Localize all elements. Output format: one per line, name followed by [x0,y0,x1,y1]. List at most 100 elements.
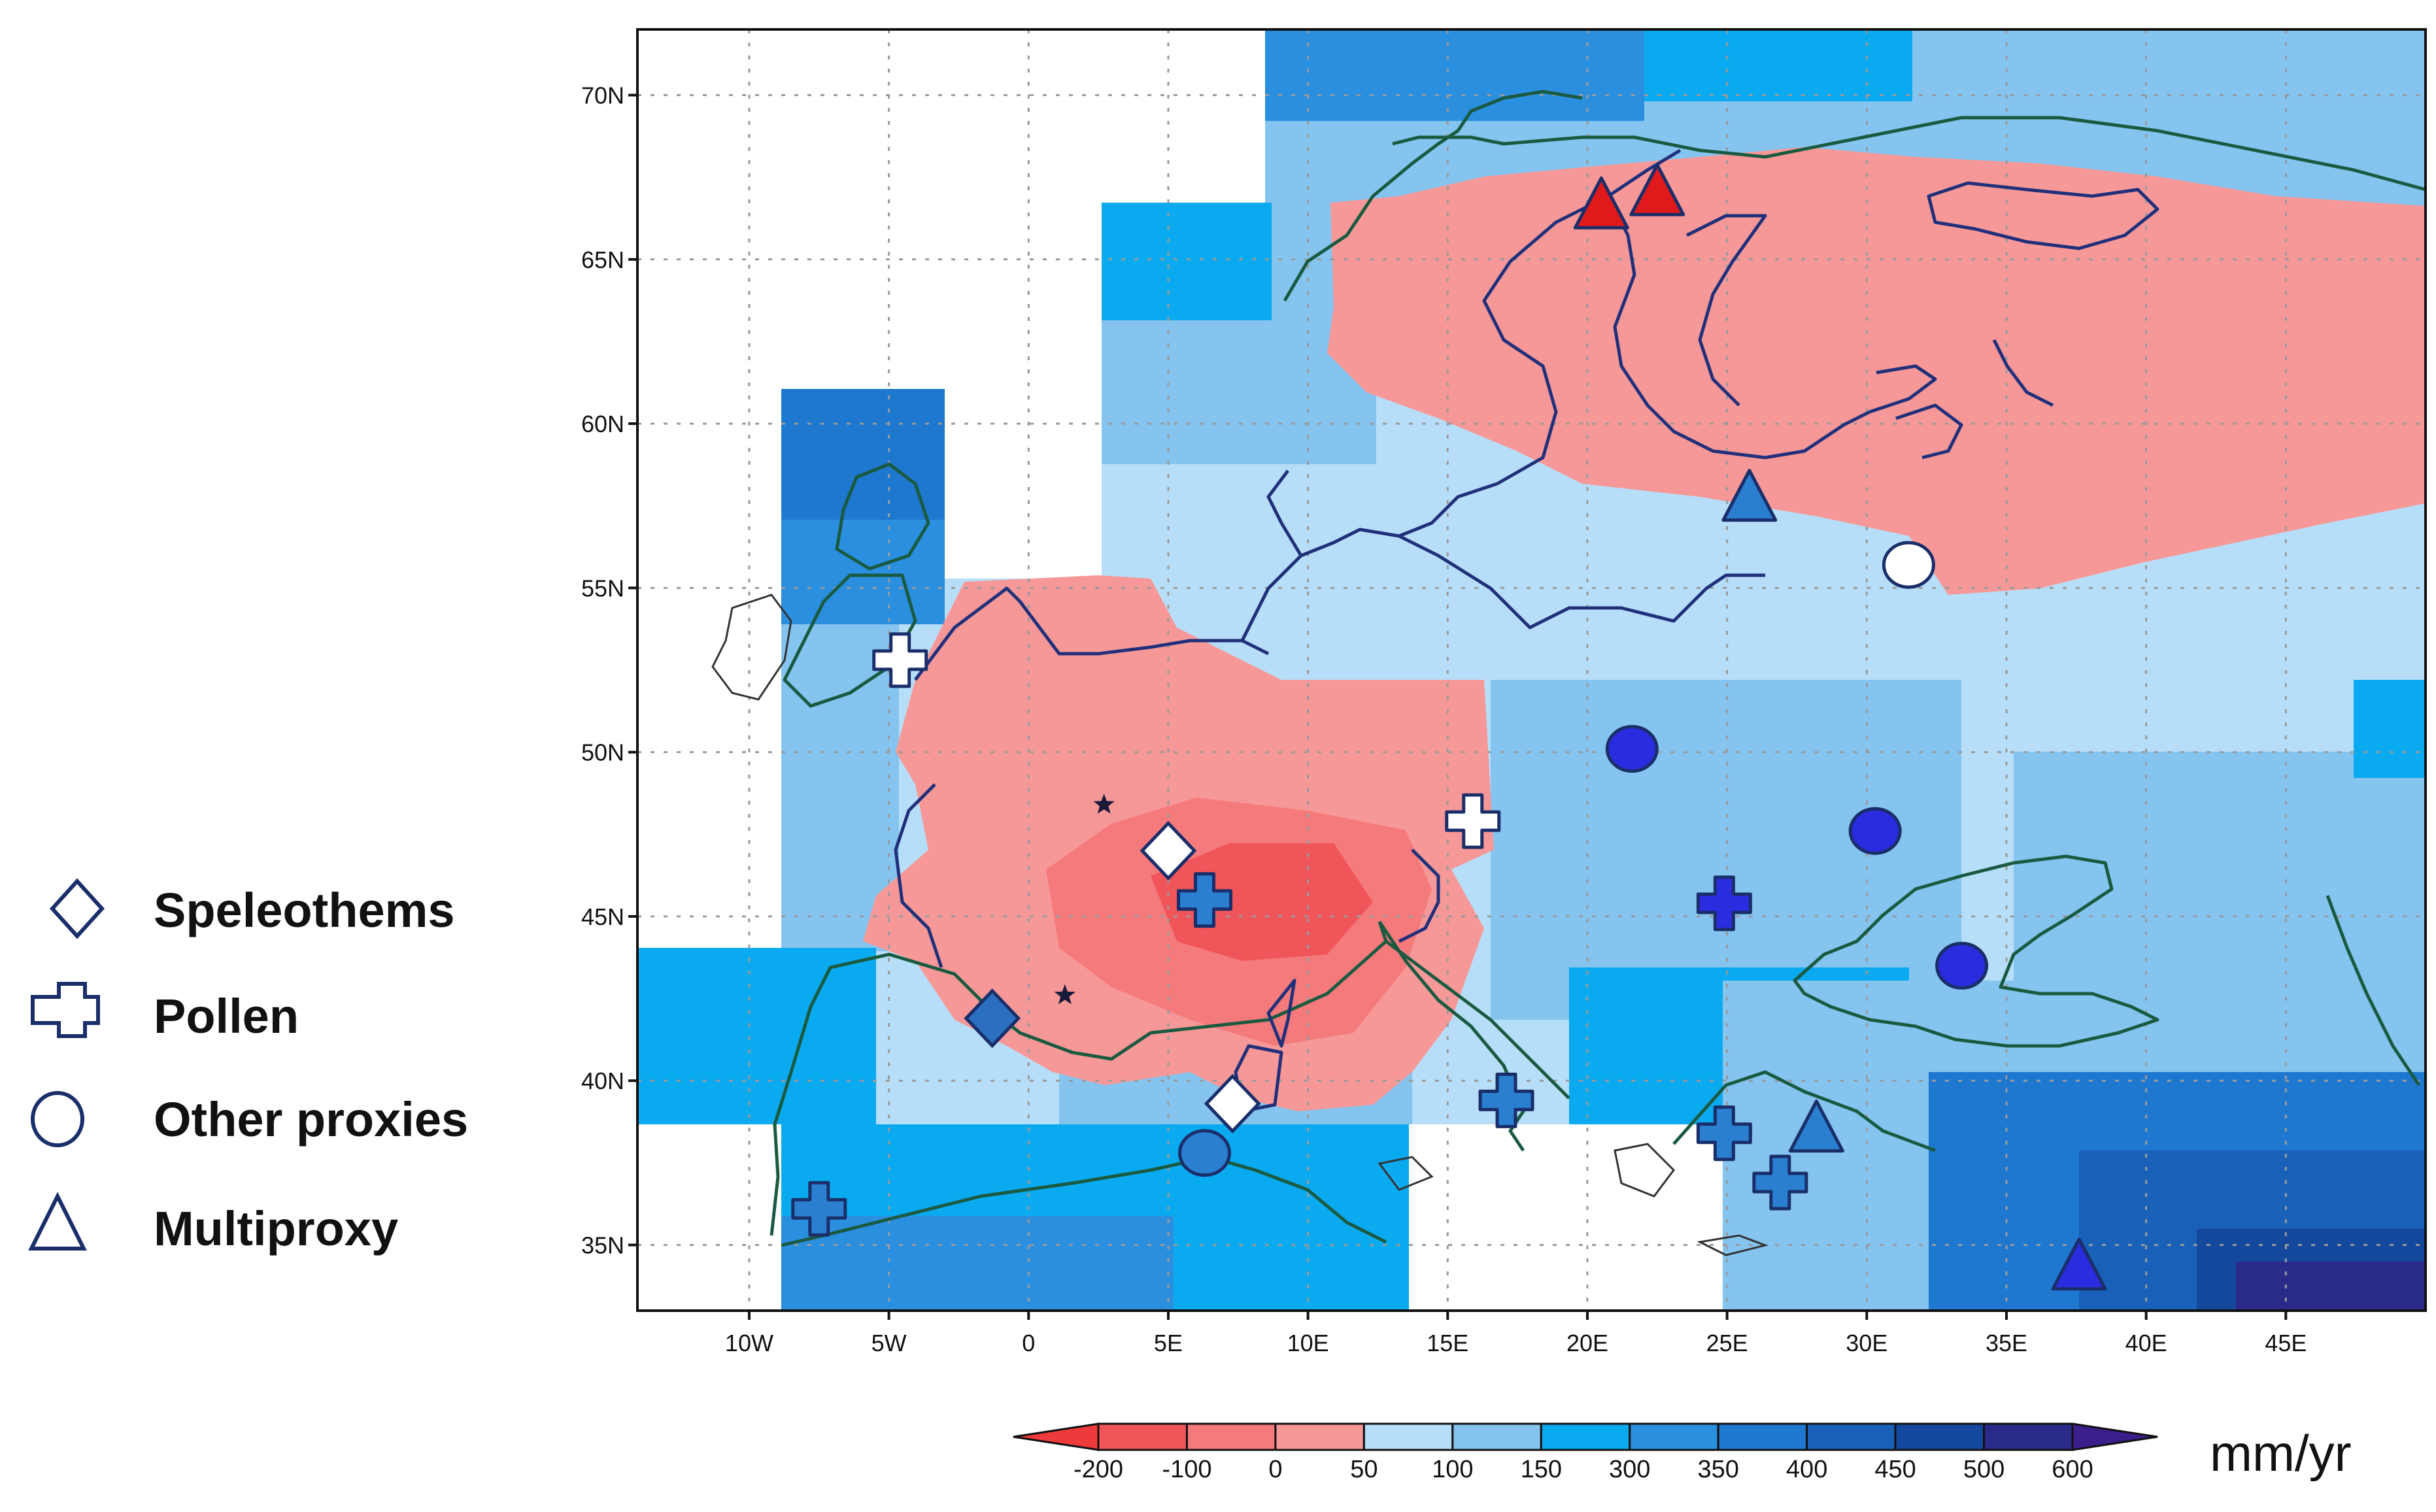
sardinia [1234,1044,1283,1113]
star-marker [1093,794,1115,814]
border-jutland [1266,469,1303,557]
border-inland-east [1992,339,2054,407]
lat-tick-label: 60N [581,411,624,437]
border-white-sea [1927,181,2159,250]
colorbar-segment [1451,1422,1542,1451]
border-channel-coast [914,586,1270,681]
colorbar-tick-label: 0 [1268,1456,1282,1483]
pollen-site-marker [1445,793,1501,849]
speleothem-site-marker [1140,820,1197,881]
lat-tick-label: 70N [581,82,624,109]
pollen-site-marker [1478,1072,1534,1128]
colorbar-segment [1806,1422,1897,1451]
coast-north-africa [781,1155,1387,1247]
colorbar-tick-label: 600 [2052,1456,2093,1483]
ireland-outline [711,594,792,701]
longitude-labels: 10W 5W 0 5E 10E 15E 20E 25E 30E 35E 40E 45E [725,1311,2307,1356]
pollen-site-marker [1696,875,1752,932]
latitude-labels: 70N 65N 60N 55N 50N 45N 40N 35N [581,82,637,1258]
pollen-site-marker [1752,1154,1808,1211]
multiproxy-site-marker [1629,163,1685,216]
legend-circle-icon [31,1091,84,1147]
border-finland-inner [1685,214,1767,407]
colorbar-tick-label: 500 [1963,1456,2005,1483]
lat-tick-label: 65N [581,246,624,273]
lon-tick-label: 10E [1287,1330,1329,1356]
lon-tick-label: 0 [1022,1330,1035,1356]
lat-tick-label: 35N [581,1232,624,1258]
star-marker [1054,984,1075,1005]
colorbar-segment [1983,1422,2074,1451]
colorbar-segment [1717,1422,1808,1451]
coast-aegean [1672,1070,1936,1152]
lat-tick-label: 55N [581,575,624,601]
corsica [1266,979,1296,1048]
legend-triangle-icon [28,1192,87,1251]
greece-outline [1614,1143,1675,1198]
lon-tick-label: 35E [1986,1330,2027,1356]
border-gulf-bothnia [1606,195,1871,460]
colorbar-tick-label: 100 [1432,1456,1473,1483]
lon-tick-label: 40E [2125,1330,2167,1356]
legend: Speleothems Pollen Other proxies Multipr… [28,878,468,1256]
lon-tick-label: 20E [1566,1330,1608,1356]
coast-black-sea [1793,854,2159,1048]
sicily-outline [1378,1156,1434,1191]
legend-diamond-icon [49,878,105,939]
outline-features [711,594,1769,1256]
colorbar-tick-label: -200 [1074,1456,1123,1483]
lon-tick-label: 5W [871,1330,907,1356]
lon-tick-label: 10W [725,1330,773,1356]
legend-cross-icon [31,982,100,1038]
multiproxy-site-marker [2051,1237,2107,1291]
lon-tick-label: 30E [1846,1330,1887,1356]
lat-tick-label: 45N [581,903,624,930]
colorbar-tick-label: 300 [1609,1456,1650,1483]
lake-ladoga [1869,364,1937,414]
border-alps-italy [1398,848,1440,943]
pollen-site-marker [1177,872,1233,928]
colorbar-unit: mm/yr [2210,1424,2352,1482]
legend-label-pollen: Pollen [154,989,299,1043]
legend-label-other-proxies: Other proxies [154,1092,468,1147]
colorbar-segment [1097,1422,1188,1451]
colorbar-tick-label: 450 [1874,1456,1916,1483]
colorbar-high-arrow [2071,1422,2158,1451]
lon-tick-label: 25E [1706,1330,1748,1356]
map-panel [637,29,2426,1311]
multiproxy-site-marker [1788,1100,1844,1153]
colorbar-tick-label: 50 [1350,1456,1378,1483]
other-proxy-site-marker [1605,725,1659,773]
multiproxy-site-marker [1721,469,1778,522]
legend-label-multiproxy: Multiproxy [154,1201,398,1256]
colorbar-tick-label: 150 [1521,1456,1562,1483]
proxy-sites [791,163,2107,1291]
borders [894,148,2159,1113]
coast-adriatic [1385,940,1570,1100]
colorbar-segment [1362,1422,1454,1451]
other-proxy-site-marker [1178,1129,1232,1177]
coast-scandinavia-west [1283,90,1583,302]
speleothem-site-marker [964,988,1021,1049]
multiproxy-site-marker [1573,176,1629,229]
border-sweden-coast [1482,148,1682,486]
lat-tick-label: 40N [581,1067,624,1094]
lat-tick-label: 50N [581,739,624,766]
colorbar-segment [1540,1422,1631,1451]
coast-scotland [835,462,930,571]
crete-outline [1697,1234,1769,1256]
pollen-site-marker [1696,1105,1752,1162]
pollen-site-marker [791,1181,847,1237]
coast-wales [783,573,917,708]
lake-onega [1895,403,1963,460]
colorbar-segment [1894,1422,1986,1451]
colorbar-tick-label: 400 [1786,1456,1827,1483]
legend-label-speleothems: Speleothems [154,883,455,937]
other-proxy-site-marker [1848,807,1902,855]
lon-tick-label: 5E [1154,1330,1183,1356]
lon-tick-label: 45E [2265,1330,2307,1356]
speleothem-site-marker [1204,1073,1261,1134]
colorbar-tick-label: -100 [1162,1456,1211,1483]
border-baltic-south [1398,534,1765,630]
